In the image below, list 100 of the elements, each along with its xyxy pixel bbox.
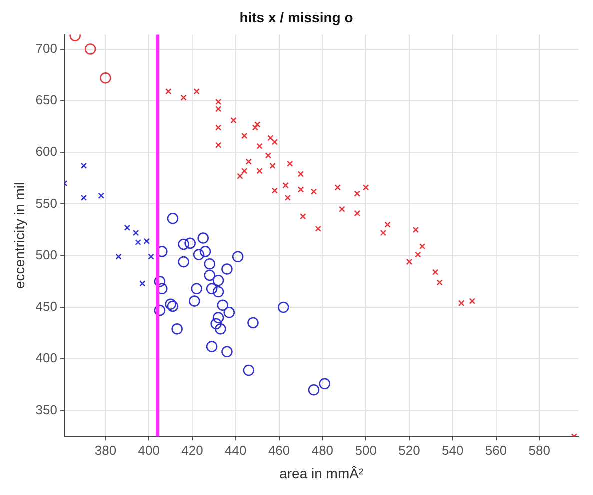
- y-tick-label: 700: [36, 40, 58, 56]
- point: [212, 312, 224, 324]
- point: [172, 324, 183, 335]
- x-tick-label: 480: [312, 442, 334, 458]
- point: [270, 162, 276, 170]
- point: [193, 249, 205, 260]
- point: [458, 300, 465, 306]
- point: [212, 286, 224, 298]
- point: [278, 302, 290, 314]
- point: [237, 173, 244, 180]
- point: [116, 254, 122, 260]
- x-tick-label: 380: [94, 442, 117, 458]
- point: [210, 318, 222, 330]
- point: [204, 258, 216, 270]
- point: [319, 378, 330, 390]
- point: [100, 72, 112, 84]
- point: [139, 280, 146, 287]
- point: [384, 222, 391, 228]
- y-tick-label: 650: [36, 92, 58, 108]
- x-tick-label: 400: [138, 442, 160, 458]
- point: [198, 232, 209, 244]
- point: [154, 276, 166, 288]
- point: [419, 243, 426, 250]
- x-axis-title: area in mmÂ²: [280, 465, 364, 482]
- point: [165, 298, 176, 310]
- point: [180, 94, 187, 101]
- point: [154, 304, 166, 316]
- x-tick-label: 560: [485, 442, 508, 458]
- point: [148, 254, 154, 260]
- point: [241, 132, 248, 140]
- point: [469, 298, 476, 304]
- point: [184, 238, 196, 250]
- point: [232, 251, 244, 263]
- chart-title: hits x / missing o: [240, 9, 354, 26]
- point: [215, 324, 226, 335]
- point: [222, 264, 233, 275]
- point: [135, 239, 142, 246]
- point: [298, 186, 304, 193]
- point: [166, 88, 172, 95]
- point: [80, 194, 88, 202]
- point: [256, 168, 263, 174]
- point: [315, 226, 322, 232]
- point: [132, 230, 140, 236]
- point: [178, 238, 190, 250]
- y-tick-label: 400: [36, 350, 58, 366]
- point: [310, 188, 318, 195]
- point: [80, 162, 88, 170]
- point: [287, 160, 294, 168]
- point: [204, 270, 216, 282]
- point: [206, 341, 218, 352]
- point: [167, 213, 179, 224]
- point: [84, 44, 96, 55]
- point: [215, 124, 222, 131]
- x-tick-label: 460: [268, 442, 290, 458]
- point: [300, 213, 306, 220]
- y-tick-label: 450: [36, 299, 58, 314]
- point: [272, 139, 278, 146]
- point: [241, 168, 248, 174]
- point: [243, 364, 255, 376]
- point: [189, 296, 200, 307]
- x-tick-label: 540: [442, 442, 464, 458]
- x-tick-label: 580: [528, 442, 550, 458]
- point: [415, 252, 422, 258]
- point: [265, 152, 272, 159]
- point: [412, 226, 420, 234]
- point: [246, 158, 252, 165]
- point: [298, 171, 304, 178]
- point: [256, 143, 263, 150]
- point: [230, 117, 237, 124]
- point: [252, 124, 259, 131]
- point: [272, 188, 278, 194]
- y-axis-title: eccentricity in mil: [11, 182, 28, 289]
- point: [217, 300, 229, 312]
- point: [167, 300, 179, 312]
- point: [215, 142, 222, 148]
- point: [334, 184, 341, 191]
- x-tick-label: 500: [355, 442, 377, 458]
- point: [362, 184, 370, 191]
- point: [178, 256, 190, 268]
- point: [380, 230, 387, 236]
- y-tick-label: 550: [36, 196, 58, 211]
- point: [267, 134, 274, 142]
- point: [206, 283, 218, 295]
- point: [339, 206, 346, 212]
- point: [436, 280, 443, 286]
- point: [354, 190, 361, 197]
- point: [284, 194, 292, 202]
- point: [144, 238, 150, 245]
- point: [124, 224, 131, 232]
- point: [254, 122, 261, 128]
- y-tick-label: 600: [36, 144, 58, 160]
- point: [432, 269, 439, 276]
- point: [248, 317, 259, 329]
- point: [224, 307, 236, 318]
- point: [200, 246, 212, 258]
- point: [194, 88, 200, 95]
- x-tick-label: 520: [398, 442, 420, 458]
- x-tick-label: 420: [182, 442, 204, 458]
- point: [222, 346, 233, 358]
- x-tick-label: 440: [225, 442, 247, 458]
